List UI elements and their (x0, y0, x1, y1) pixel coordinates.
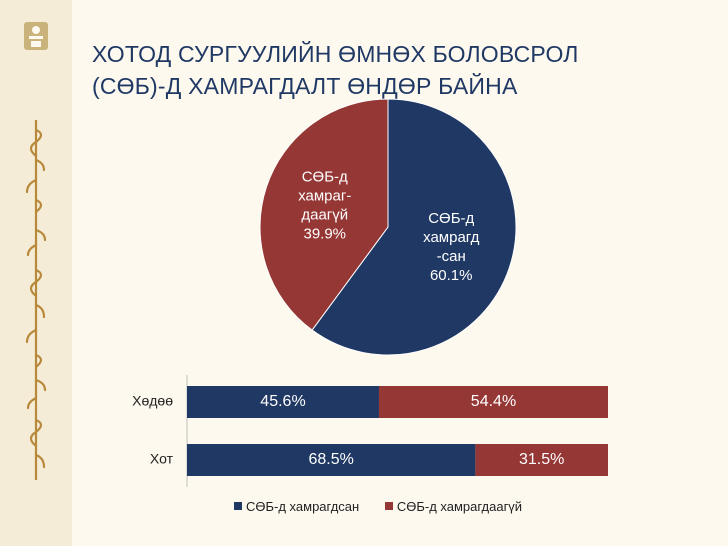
legend-swatch-covered (234, 502, 242, 510)
mongolian-script-decoration (25, 120, 47, 480)
legend-swatch-not-covered (384, 502, 393, 510)
pie-slice-label-not-covered: хамраг- (298, 188, 351, 205)
page-title: ХОТОД СУРГУУЛИЙН ӨМНӨХ БОЛОВСРОЛ (СӨБ)-Д… (92, 38, 712, 102)
bar-category-label: Хөдөө (132, 393, 173, 409)
bar-segment-covered (187, 444, 476, 476)
pie-slice-label-covered: хамрагд (423, 229, 479, 246)
legend-item-not-covered: СӨБ-д хамрагдаагүй (384, 499, 523, 514)
bar-category-label: Хот (150, 451, 174, 467)
bar-value-label-covered: 68.5% (309, 451, 354, 468)
bar-value-label-not-covered: 31.5% (519, 451, 564, 468)
bar-legend: СӨБ-д хамрагдсан СӨБ-д хамрагдаагүй (234, 499, 544, 514)
pie-value-label-covered: 60.1% (430, 267, 473, 284)
pie-slice-label-not-covered: даагүй (301, 207, 348, 224)
pie-slice-not-covered (259, 98, 389, 331)
pie-slice-label-covered: СӨБ-д (428, 210, 474, 227)
bar-value-label-not-covered: 54.4% (471, 393, 516, 410)
pie-slice-covered (311, 98, 517, 356)
bar-segment-not-covered (475, 444, 608, 476)
legend-label-not-covered: СӨБ-д хамрагдаагүй (396, 499, 523, 514)
national-emblem-icon (24, 22, 48, 50)
legend-label-covered: СӨБ-д хамрагдсан (246, 499, 360, 514)
bar-value-label-covered: 45.6% (260, 393, 305, 410)
bar-segment-covered (187, 386, 379, 418)
title-line-1: ХОТОД СУРГУУЛИЙН ӨМНӨХ БОЛОВСРОЛ (92, 41, 579, 67)
pie-slice-label-covered: -сан (437, 248, 466, 265)
pie-slice-label-not-covered: СӨБ-д (302, 169, 348, 186)
title-line-2: (СӨБ)-Д ХАМРАГДАЛТ ӨНДӨР БАЙНА (92, 73, 518, 99)
bar-segment-not-covered (378, 386, 608, 418)
sidebar-panel (0, 0, 72, 546)
legend-item-covered: СӨБ-д хамрагдсан (234, 499, 359, 514)
pie-value-label-not-covered: 39.9% (303, 226, 346, 243)
